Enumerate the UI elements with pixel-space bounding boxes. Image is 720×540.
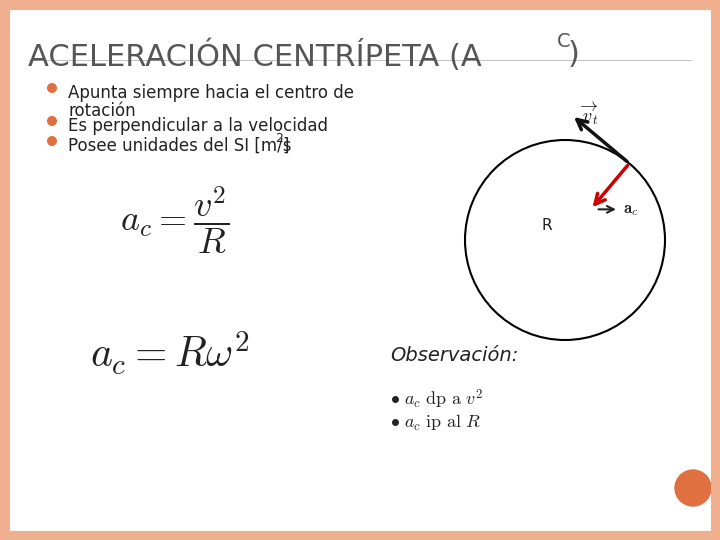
Circle shape bbox=[47, 83, 57, 93]
Text: ]: ] bbox=[282, 137, 289, 155]
Text: R: R bbox=[541, 218, 552, 233]
Text: Apunta siempre hacia el centro de: Apunta siempre hacia el centro de bbox=[68, 84, 354, 102]
Text: Observación:: Observación: bbox=[390, 346, 518, 365]
Text: $\overrightarrow{v}_t$: $\overrightarrow{v}_t$ bbox=[580, 100, 598, 126]
Text: C: C bbox=[557, 32, 571, 51]
Circle shape bbox=[47, 116, 57, 126]
Text: Es perpendicular a la velocidad: Es perpendicular a la velocidad bbox=[68, 117, 328, 135]
Circle shape bbox=[675, 470, 711, 506]
Text: ): ) bbox=[568, 40, 580, 69]
Text: 2: 2 bbox=[275, 132, 283, 145]
Text: $a_c = R\omega^2$: $a_c = R\omega^2$ bbox=[90, 330, 250, 377]
Text: rotación: rotación bbox=[68, 102, 135, 120]
Text: $\bullet\ a_c\ \mathrm{dp\ a}\ v^2$: $\bullet\ a_c\ \mathrm{dp\ a}\ v^2$ bbox=[390, 387, 483, 410]
Circle shape bbox=[47, 136, 57, 146]
Text: $\mathbf{a}_c$: $\mathbf{a}_c$ bbox=[623, 200, 639, 218]
Text: $\bullet\ a_c\ \mathrm{ip\ al}\ R$: $\bullet\ a_c\ \mathrm{ip\ al}\ R$ bbox=[390, 413, 481, 433]
Text: ACELERACIÓN CENTRÍPETA (A: ACELERACIÓN CENTRÍPETA (A bbox=[28, 40, 482, 72]
Text: Posee unidades del SI [m/s: Posee unidades del SI [m/s bbox=[68, 137, 292, 155]
Text: $a_c = \dfrac{v^2}{R}$: $a_c = \dfrac{v^2}{R}$ bbox=[120, 185, 230, 256]
